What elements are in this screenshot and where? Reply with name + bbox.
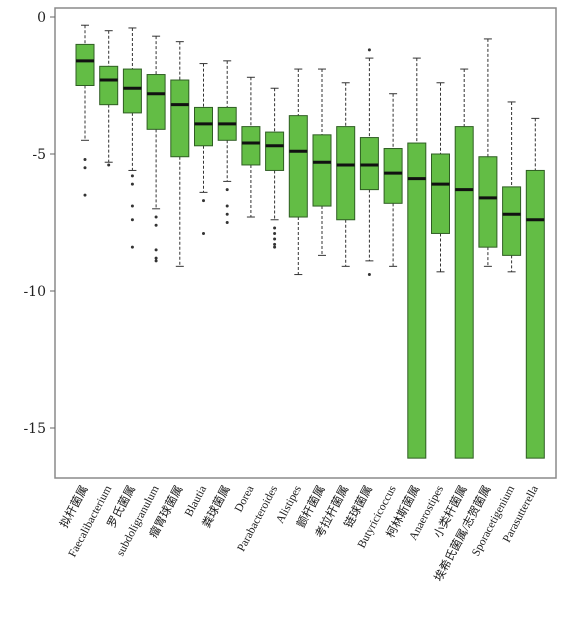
box-group	[383, 93, 403, 267]
box-iqr	[312, 134, 332, 207]
box-group	[288, 68, 308, 276]
outlier-point	[154, 256, 158, 260]
outlier-point	[130, 174, 134, 178]
box-iqr	[383, 148, 403, 204]
box-iqr	[431, 153, 450, 234]
outlier-point	[367, 273, 371, 277]
box-group	[146, 35, 166, 263]
box-iqr	[502, 186, 522, 256]
outlier-point	[154, 259, 158, 263]
box-group	[431, 82, 450, 273]
y-tick-label: 0	[37, 10, 46, 26]
outlier-point	[202, 199, 205, 203]
outlier-point	[202, 231, 205, 235]
box-iqr	[407, 142, 427, 459]
outlier-point	[107, 163, 111, 167]
outlier-point	[225, 221, 229, 224]
box-iqr	[478, 156, 498, 248]
outlier-point	[130, 218, 134, 222]
outlier-point	[154, 223, 158, 227]
box-iqr	[194, 106, 213, 147]
outlier-point	[154, 248, 158, 252]
box-group	[75, 24, 95, 197]
box-iqr	[454, 126, 474, 459]
box-group	[170, 41, 190, 267]
box-group	[454, 68, 474, 459]
box-group	[478, 38, 498, 267]
outlier-point	[225, 204, 229, 208]
outlier-point	[225, 212, 229, 216]
box-iqr	[122, 68, 142, 114]
box-series	[75, 24, 545, 459]
box-group	[217, 60, 237, 224]
outlier-point	[130, 245, 134, 249]
box-iqr	[336, 126, 356, 221]
outlier-point	[130, 204, 134, 208]
outlier-point	[273, 242, 277, 246]
outlier-point	[273, 245, 277, 249]
box-iqr	[170, 79, 190, 158]
box-group	[336, 82, 356, 267]
box-group	[407, 57, 427, 459]
outlier-point	[83, 157, 87, 161]
y-tick-label: -5	[32, 147, 46, 163]
outlier-point	[225, 188, 229, 192]
x-axis-labels: 拟杆菌属Faecalibacterium罗氏菌属subdoligranulum瘤…	[57, 483, 541, 584]
outlier-point	[154, 215, 158, 219]
x-category-label: Dorea	[233, 484, 257, 514]
outlier-point	[130, 182, 134, 186]
y-tick-label: -10	[23, 284, 46, 300]
box-iqr	[265, 131, 285, 171]
outlier-point	[273, 226, 277, 230]
outlier-point	[83, 193, 87, 197]
box-group	[312, 68, 332, 256]
box-group	[241, 76, 261, 218]
x-category-label: Blautia	[183, 484, 209, 519]
outlier-point	[367, 48, 371, 52]
box-group	[502, 101, 522, 273]
box-iqr	[75, 43, 95, 86]
box-group	[99, 30, 119, 167]
box-iqr	[99, 65, 119, 106]
box-group	[122, 27, 142, 249]
y-tick-label: -15	[23, 421, 46, 437]
box-iqr	[288, 115, 308, 218]
outlier-point	[273, 237, 277, 241]
box-iqr	[525, 169, 545, 459]
box-group	[359, 48, 379, 277]
box-group	[525, 117, 545, 459]
y-axis: 0 -5 -10 -15	[23, 10, 55, 437]
outlier-point	[273, 231, 277, 235]
box-group	[265, 87, 285, 249]
box-iqr	[146, 74, 166, 130]
outlier-point	[83, 166, 87, 170]
box-group	[194, 63, 213, 235]
box-iqr	[241, 126, 261, 166]
